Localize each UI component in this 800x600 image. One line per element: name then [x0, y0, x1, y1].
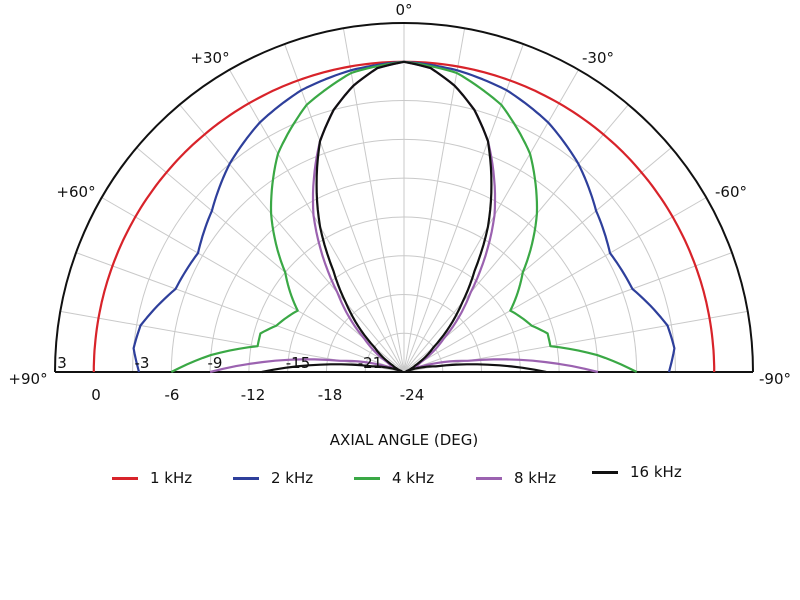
legend-label: 4 kHz — [392, 469, 435, 487]
legend-item: 8 kHz — [476, 466, 556, 490]
grid-spoke — [403, 69, 579, 373]
radial-tick-label: 3 — [57, 354, 67, 372]
polar-curves — [92, 60, 716, 374]
legend-swatch — [112, 476, 138, 480]
legend-swatch — [476, 476, 502, 480]
curve-16khz — [261, 60, 547, 374]
legend-swatch — [592, 470, 618, 474]
grid-spoke — [403, 147, 672, 373]
legend-item: 1 kHz — [112, 466, 192, 490]
radial-tick-label: -15 — [286, 354, 311, 372]
radial-tick-label: 0 — [91, 386, 101, 404]
legend-label: 16 kHz — [630, 463, 682, 481]
angle-tick-label: +30° — [190, 49, 229, 67]
grid-spoke — [75, 252, 405, 373]
legend-label: 1 kHz — [150, 469, 193, 487]
legend-swatch — [354, 476, 380, 480]
radial-tick-label: -24 — [400, 386, 425, 404]
angle-tick-label: +60° — [56, 183, 95, 201]
polar-grid — [54, 22, 754, 373]
radial-tick-label: -21 — [358, 354, 383, 372]
grid-spoke — [284, 43, 405, 373]
polar-labels: 0° +30° -30° +60° -60° +90° -90° 3 0 -3 -6 -9 -12 -15… — [8, 1, 791, 404]
angle-tick-label: -30° — [582, 49, 614, 67]
legend-item: 2 kHz — [233, 466, 313, 490]
radial-tick-label: -12 — [241, 386, 266, 404]
legend: 1 kHz 2 kHz 4 kHz 8 kHz 16 kHz — [0, 463, 800, 490]
grid-spoke — [403, 197, 707, 373]
radial-tick-label: -3 — [135, 354, 150, 372]
legend-swatch — [233, 476, 259, 480]
legend-item: 16 kHz — [592, 460, 682, 484]
grid-spoke — [136, 147, 405, 373]
grid-spoke — [403, 252, 733, 373]
radial-tick-label: -18 — [318, 386, 343, 404]
grid-spoke — [229, 69, 405, 373]
angle-tick-label: -60° — [715, 183, 747, 201]
grid-spoke — [403, 43, 524, 373]
angle-tick-label: +90° — [8, 370, 47, 388]
legend-item: 4 kHz — [354, 466, 434, 490]
grid-spoke — [101, 197, 405, 373]
outer-boundary — [54, 22, 754, 373]
radial-tick-label: -9 — [208, 354, 223, 372]
x-axis-title: AXIAL ANGLE (DEG) — [330, 431, 478, 449]
legend-label: 8 kHz — [514, 469, 557, 487]
radial-tick-label: -6 — [165, 386, 180, 404]
legend-label: 2 kHz — [271, 469, 314, 487]
angle-tick-label: -90° — [759, 370, 791, 388]
grid-spoke — [179, 104, 405, 373]
angle-tick-label: 0° — [395, 1, 412, 19]
grid-spoke — [403, 104, 629, 373]
